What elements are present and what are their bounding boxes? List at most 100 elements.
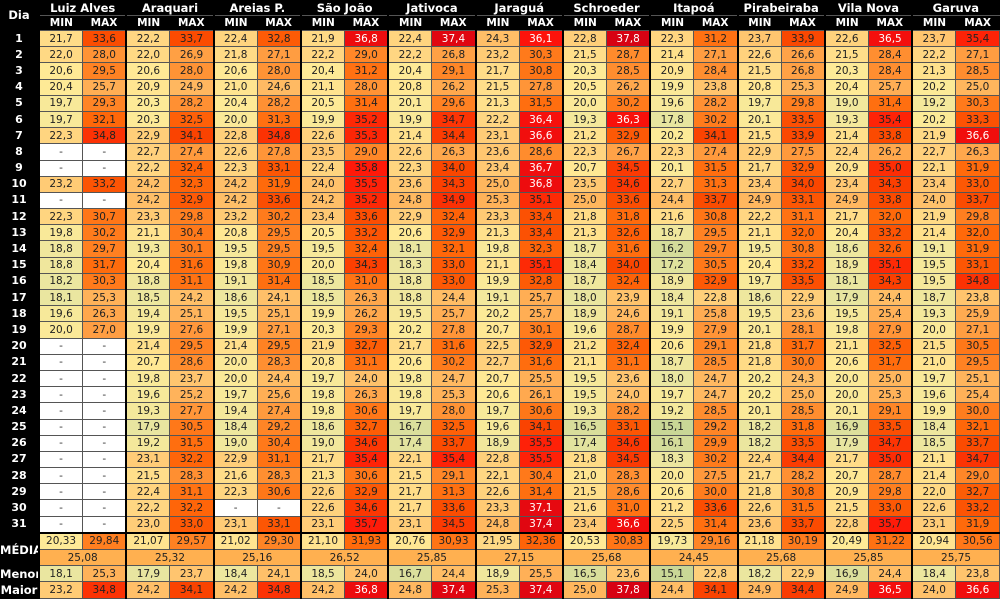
max-temp-cell: 30,3 [518,46,564,64]
min-temp-cell: 23,6 [387,175,433,193]
min-temp-cell: 22,6 [299,127,346,145]
min-temp-cell: 20,9 [823,483,869,501]
min-temp-cell: 21,7 [736,159,782,177]
max-temp-cell: 32,6 [867,240,913,258]
min-temp-cell: 18,6 [736,288,782,307]
max-temp-cell: 31,1 [169,272,215,291]
min-temp-cell: 22,0 [911,483,957,501]
max-temp-cell: 35,1 [867,256,913,274]
media-overall-cell: 25,75 [911,548,1000,567]
day-number: 20 [0,338,39,355]
min-temp-cell: 18,5 [911,434,957,452]
min-temp-cell: 20,0 [911,321,957,339]
max-header: MAX [519,15,563,31]
max-temp-cell: 28,2 [256,94,302,112]
min-temp-cell: 22,1 [911,159,957,177]
media-overall-row: 25,08 25,32 25,16 26,52 25,85 27,15 25,68 24,45… [0,548,1000,567]
min-temp-cell: - [38,143,84,161]
max-temp-cell: 27,0 [82,321,127,339]
max-temp-cell: 28,3 [606,467,651,485]
max-temp-cell: 36,3 [606,110,651,129]
max-temp-cell: 33,2 [344,224,389,242]
min-header: MIN [299,15,345,31]
day-row: 12 22,3 30,7 23,3 29,8 23,2 30,2 23,4 33,6 22,9 32… [0,208,1000,226]
menor-min-cell: 15,1 [649,565,695,583]
min-temp-cell: 18,6 [212,288,258,307]
min-temp-cell: 22,4 [387,29,433,48]
day-number: 19 [0,321,39,339]
max-temp-cell: 26,2 [344,305,389,323]
max-temp-cell: - [82,499,127,517]
day-number: 18 [0,305,39,322]
day-number: 29 [0,483,39,500]
min-temp-cell: 20,4 [299,62,346,80]
maior-min-cell: 24,2 [299,581,346,599]
min-temp-cell: 18,4 [911,418,957,436]
day-row: 10 23,2 33,2 24,2 32,3 24,2 31,9 24,0 35,5 23,6 34… [0,175,1000,193]
day-number: 4 [0,79,39,96]
min-temp-cell: 21,5 [823,46,869,64]
max-temp-cell: - [82,483,127,501]
min-header: MIN [736,15,782,31]
max-temp-cell: - [82,191,127,210]
max-temp-cell: 27,6 [169,321,215,339]
max-temp-cell: 27,9 [693,321,738,339]
min-temp-cell: 22,6 [212,143,258,161]
min-temp-cell: 21,3 [474,224,520,242]
min-temp-cell: 18,5 [299,272,346,291]
min-temp-cell: 20,3 [561,62,608,80]
max-temp-cell: 32,9 [344,483,389,501]
media-min-cell: 20,53 [561,531,608,550]
max-temp-cell: 32,5 [431,418,477,436]
max-temp-cell: 35,3 [344,127,389,145]
min-temp-cell: 19,5 [823,305,869,323]
max-temp-cell: 32,0 [780,224,826,242]
min-temp-cell: 24,2 [125,175,171,193]
max-temp-cell: 26,3 [431,143,477,161]
min-temp-cell: 22,8 [561,29,608,48]
max-temp-cell: 26,3 [955,143,1000,161]
max-temp-cell: 31,4 [518,483,564,501]
min-temp-cell: 22,4 [125,483,171,501]
min-temp-cell: 18,5 [125,288,171,307]
max-temp-cell: 25,7 [518,305,564,323]
max-temp-cell: 33,1 [780,191,826,210]
max-temp-cell: 30,2 [606,94,651,112]
min-temp-cell: 18,3 [387,256,433,274]
max-temp-cell: 28,2 [780,467,826,485]
min-temp-cell: 20,9 [125,78,171,96]
min-temp-cell: 22,3 [212,159,258,177]
min-temp-cell: 21,4 [649,46,695,64]
min-temp-cell: 23,1 [299,515,346,534]
min-temp-cell: 18,9 [649,272,695,291]
min-temp-cell: 19,5 [561,369,608,388]
dia-header: Dia [0,0,39,31]
min-temp-cell: 22,2 [125,159,171,177]
max-temp-cell: 22,9 [780,288,826,307]
max-temp-cell: 24,6 [606,305,651,323]
max-temp-cell: 29,1 [431,62,477,80]
station-header-row: Dia Luiz Alves Araquari Areias P. São João J… [0,0,1000,31]
min-temp-cell: 19,7 [299,369,346,388]
max-temp-cell: 33,0 [431,256,477,274]
media-max-cell: 29,30 [256,531,302,550]
max-temp-cell: 33,0 [431,272,477,291]
max-temp-cell: 31,1 [169,483,215,501]
max-temp-cell: 29,1 [431,467,477,485]
max-temp-cell: 27,1 [955,321,1000,339]
min-temp-cell: 22,2 [911,46,957,64]
day-row: 22- -19,8 23,7 20,0 24,4 19,7 24,0 19,8 24,7 20,7… [0,369,1000,388]
max-temp-cell: 33,7 [955,191,1000,210]
min-temp-cell: 19,1 [474,288,520,307]
max-temp-cell: 30,1 [169,240,215,258]
min-temp-cell: 19,7 [38,110,84,129]
min-temp-cell: 20,0 [823,386,869,404]
menor-min-cell: 16,9 [823,565,869,583]
max-temp-cell: 30,4 [518,467,564,485]
min-temp-cell: 18,4 [212,418,258,436]
min-temp-cell: 22,6 [387,143,433,161]
min-temp-cell: - [38,499,84,517]
min-temp-cell: 22,0 [125,46,171,64]
max-temp-cell: 33,5 [780,434,826,452]
min-temp-cell: - [38,402,84,420]
